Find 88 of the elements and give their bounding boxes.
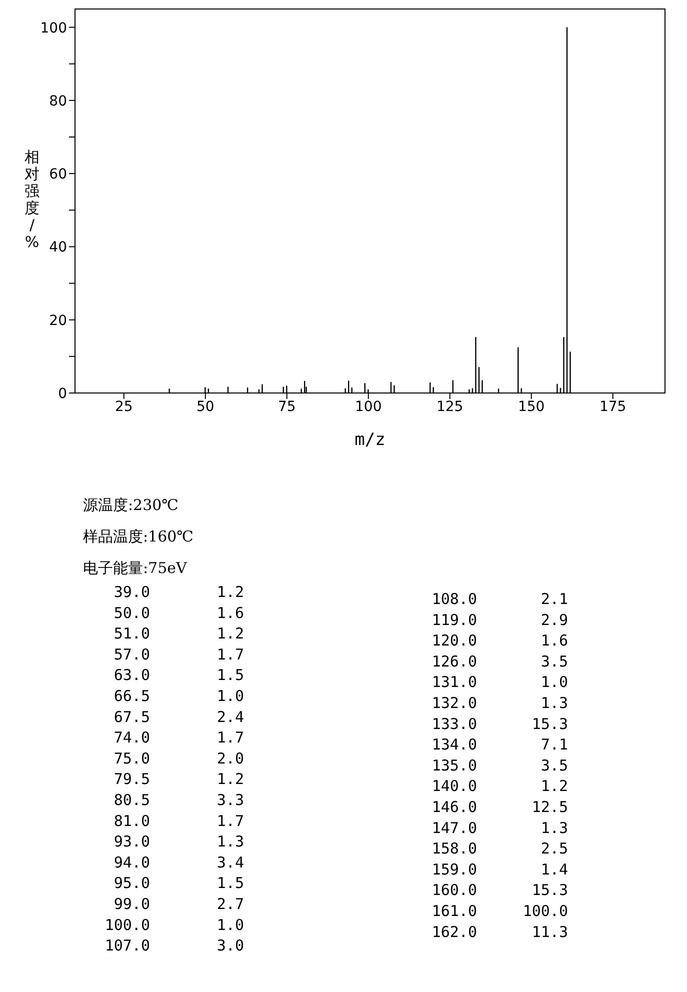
category-label: 50.0	[114, 604, 150, 622]
text: 100.0	[522, 902, 568, 920]
text: 2.9	[540, 610, 568, 629]
text: 3.5	[540, 756, 568, 774]
text: 1.0	[216, 916, 244, 934]
category-label: 120.0	[432, 632, 477, 650]
text: 2.4	[216, 708, 244, 726]
category-label: 63.0	[114, 666, 150, 684]
y-tick-label: 80	[49, 93, 67, 110]
text: 1.7	[216, 728, 244, 747]
text: 7.1	[540, 736, 568, 754]
category-label: 119.0	[432, 610, 477, 629]
text: 1.7	[216, 812, 244, 830]
text: 2.1	[540, 590, 568, 608]
x-tick-label: 100	[355, 398, 382, 415]
text: 电子能量:75eV	[83, 559, 188, 577]
category-label: 160.0	[432, 881, 477, 900]
x-tick-label: 125	[436, 398, 464, 415]
category-label: 80.5	[114, 791, 150, 809]
category-label: 158.0	[432, 840, 477, 858]
x-tick-label: 25	[114, 398, 133, 415]
text: 3.4	[216, 853, 244, 872]
text: 2.7	[216, 895, 244, 913]
category-label: 140.0	[432, 777, 477, 796]
y-tick-label: 60	[49, 166, 67, 183]
y-tick-label: 40	[49, 240, 67, 256]
category-label: 75.0	[114, 749, 150, 768]
y-tick-label: 20	[49, 312, 67, 329]
category-label: 126.0	[432, 652, 477, 670]
category-label: 39.0	[114, 583, 150, 601]
text: 11.3	[532, 922, 568, 941]
text: 1.0	[216, 687, 244, 705]
category-label: 133.0	[432, 714, 477, 733]
text: 1.3	[540, 694, 568, 712]
text: 3.3	[216, 791, 244, 809]
x-tick-label: 175	[599, 398, 626, 415]
x-tick-label: 150	[518, 398, 545, 415]
text: 源温度:230℃	[83, 496, 178, 514]
category-label: 66.5	[114, 687, 150, 705]
y-tick-label: 100	[40, 20, 67, 36]
x-tick-label: 75	[278, 398, 296, 415]
category-label: 79.5	[114, 770, 150, 788]
category-label: 132.0	[432, 694, 477, 712]
text: 15.3	[532, 881, 568, 900]
category-label: 93.0	[114, 832, 150, 851]
category-label: 51.0	[114, 624, 150, 643]
category-label: 134.0	[432, 736, 477, 754]
category-label: 81.0	[114, 812, 150, 830]
text: 2.0	[216, 749, 244, 768]
category-label: 74.0	[114, 728, 150, 747]
text: 1.3	[216, 832, 244, 851]
x-axis-title: m/z	[354, 430, 386, 450]
category-label: 57.0	[114, 645, 150, 664]
category-label: 94.0	[114, 853, 150, 872]
y-axis-title: 相对强度/%	[24, 148, 40, 251]
text: 1.2	[216, 583, 244, 601]
text: 1.3	[540, 818, 568, 837]
text: 1.4	[540, 860, 568, 878]
category-label: 99.0	[114, 895, 150, 913]
category-label: 107.0	[104, 936, 150, 955]
text: 1.2	[216, 624, 244, 643]
text: 1.6	[216, 604, 244, 622]
category-label: 161.0	[432, 902, 477, 920]
category-label: 147.0	[432, 818, 477, 837]
text: 1.2	[216, 770, 244, 788]
category-label: 146.0	[432, 798, 477, 816]
text: 1.2	[540, 777, 568, 796]
category-label: 159.0	[432, 860, 477, 878]
category-label: 131.0	[432, 673, 477, 692]
text: 12.5	[532, 798, 568, 816]
text: 1.0	[540, 673, 568, 692]
category-label: 135.0	[432, 756, 477, 774]
text: 3.5	[540, 652, 568, 670]
text: 1.7	[216, 645, 244, 664]
text: 1.6	[540, 632, 568, 650]
text: 3.0	[216, 936, 244, 955]
text: 1.5	[216, 874, 244, 892]
category-label: 95.0	[114, 874, 150, 892]
text: 样品温度:160℃	[83, 528, 194, 546]
category-label: 67.5	[114, 708, 150, 726]
x-tick-label: 50	[196, 398, 214, 415]
text: 15.3	[532, 714, 568, 733]
category-label: 100.0	[104, 916, 150, 934]
category-label: 108.0	[432, 590, 477, 608]
text: 1.5	[216, 666, 244, 684]
y-tick-label: 0	[58, 386, 67, 402]
text: 2.5	[540, 840, 568, 858]
category-label: 162.0	[432, 922, 477, 941]
